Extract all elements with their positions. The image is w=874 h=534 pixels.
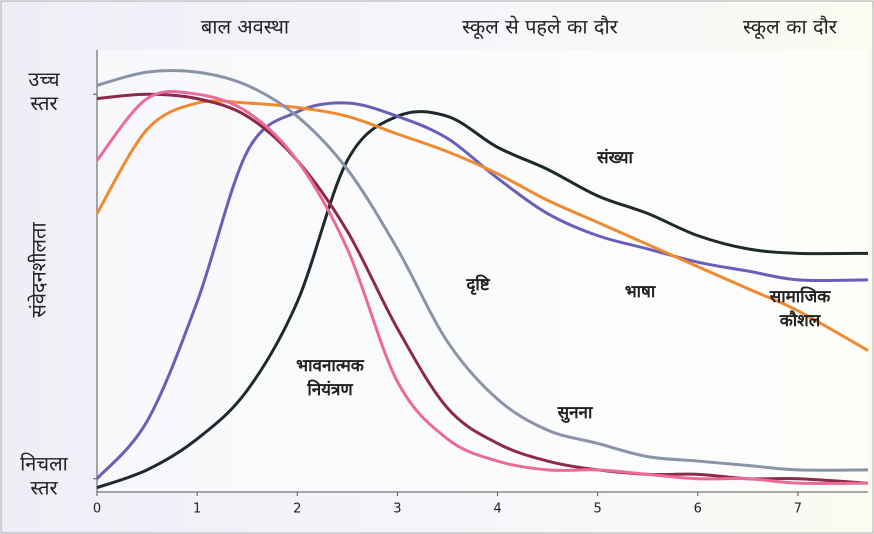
period-label: बाल अवस्था — [201, 15, 290, 39]
line — [96, 110, 869, 489]
x-tick-label: 0 — [93, 502, 101, 517]
series-label-line: भावनात्मक — [296, 356, 365, 376]
x-tick-label: 2 — [293, 502, 301, 517]
y-tick-label: निचला स्तर — [20, 451, 69, 499]
series-label: दृष्टि — [465, 274, 490, 295]
series-label: सुनना — [557, 403, 593, 423]
series-label: भावनात्मक नियंत्रण — [296, 356, 365, 400]
line — [95, 89, 869, 485]
x-tick-label: 5 — [594, 502, 602, 517]
y-tick-label-line: स्तर — [30, 475, 58, 499]
x-tick-label: 1 — [193, 502, 201, 517]
x-tick-label: 3 — [393, 502, 401, 517]
series-label: संख्या — [596, 148, 633, 168]
line — [96, 68, 869, 472]
x-tick-label: 7 — [794, 502, 802, 517]
series-label-line: नियंत्रण — [306, 379, 353, 400]
series-label-line: कौशल — [779, 310, 822, 331]
y-axis-title: संवेदनशीलता — [27, 222, 51, 318]
y-tick-label-line: स्तर — [30, 91, 58, 115]
x-tick-label: 6 — [694, 502, 702, 517]
y-tick-label-line: निचला — [20, 451, 69, 475]
x-tick-label: 4 — [493, 502, 501, 517]
series-label-line: सामाजिक — [769, 286, 831, 307]
line — [96, 92, 869, 485]
period-label: स्कूल से पहले का दौर — [462, 15, 619, 40]
series-label: सामाजिक कौशल — [769, 286, 831, 331]
line — [95, 101, 869, 480]
period-label: स्कूल का दौर — [743, 15, 838, 40]
series-label: भाषा — [625, 282, 656, 302]
y-tick-label: उच्च स्तर — [28, 67, 59, 115]
y-tick-label-line: उच्च — [28, 67, 59, 91]
